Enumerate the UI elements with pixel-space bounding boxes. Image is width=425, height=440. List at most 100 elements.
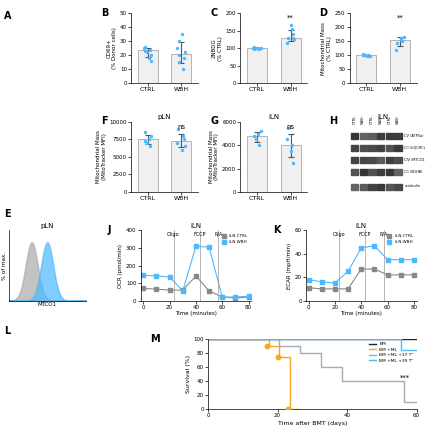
Bar	[368, 133, 376, 139]
Text: Oligo: Oligo	[332, 232, 345, 237]
iLN CTRL	[306, 285, 311, 290]
Bar	[377, 169, 384, 175]
Bar	[351, 145, 358, 151]
Bar	[390, 40, 410, 83]
Point	[285, 34, 292, 41]
Y-axis label: Mitochondrial Mass
(MitoTracker MFI): Mitochondrial Mass (MitoTracker MFI)	[209, 130, 219, 183]
Point	[288, 22, 295, 29]
Point	[148, 132, 155, 139]
BM +ML +39 Tᵋ	[398, 347, 403, 352]
Point	[284, 124, 291, 131]
Bar	[394, 183, 402, 190]
Point	[146, 46, 153, 53]
iLN WBH	[141, 272, 146, 278]
Bar	[394, 169, 402, 175]
Y-axis label: % of max.: % of max.	[2, 252, 7, 279]
Line: iLN CTRL: iLN CTRL	[142, 274, 250, 300]
Bar	[360, 145, 367, 151]
X-axis label: Time (minutes): Time (minutes)	[340, 311, 382, 316]
Text: WBH: WBH	[361, 115, 365, 124]
iLN WBH	[385, 257, 390, 262]
Text: CTRL: CTRL	[352, 115, 357, 124]
Text: E: E	[4, 209, 11, 219]
Point	[251, 132, 258, 139]
Point	[181, 55, 187, 62]
iLN CTRL	[154, 286, 159, 292]
Line: BM +ML +39 Tᵋ: BM +ML +39 Tᵋ	[208, 339, 416, 350]
Point	[289, 26, 296, 33]
Point	[397, 37, 404, 44]
Point	[176, 59, 182, 66]
Point	[252, 136, 259, 143]
Text: FCCP: FCCP	[194, 232, 206, 237]
iLN WBH	[180, 288, 185, 293]
Bar	[280, 145, 300, 192]
Point	[366, 52, 373, 59]
Text: Oligo: Oligo	[167, 232, 180, 237]
Point	[141, 45, 148, 52]
Text: CTRL: CTRL	[370, 115, 374, 124]
iLN CTRL	[359, 266, 364, 271]
Point	[362, 52, 368, 59]
Text: ns: ns	[177, 124, 185, 130]
Point	[180, 132, 187, 139]
BM +ML +37 Tᵋ	[206, 337, 211, 342]
Point	[142, 48, 148, 55]
Bar	[356, 55, 376, 83]
X-axis label: MTCO1: MTCO1	[38, 302, 57, 307]
Text: L: L	[4, 326, 11, 336]
Point	[252, 45, 259, 52]
Point	[399, 38, 406, 45]
Text: R/A: R/A	[214, 232, 222, 237]
Text: A: A	[4, 11, 12, 21]
Bar	[171, 54, 191, 83]
iLN CTRL	[398, 272, 403, 278]
Point	[250, 44, 257, 51]
iLN CTRL	[319, 286, 324, 292]
Bar	[385, 169, 393, 175]
BM +ML +37 Tᵋ	[400, 378, 405, 384]
Point	[394, 39, 401, 46]
Bar	[171, 142, 191, 192]
iLN CTRL	[246, 294, 251, 300]
iLN WBH	[207, 245, 212, 250]
Title: iLN: iLN	[377, 114, 388, 120]
iLN CTRL	[220, 294, 225, 300]
Point	[257, 44, 264, 51]
Text: H: H	[329, 116, 337, 126]
Bar	[368, 145, 376, 151]
iLN WBH	[411, 257, 416, 262]
Text: **: **	[287, 15, 294, 21]
BM +ML	[275, 344, 280, 349]
Text: M: M	[150, 334, 159, 344]
iLN WBH	[319, 279, 324, 285]
Point	[182, 49, 189, 56]
Y-axis label: 2NBDG
(% CTRL): 2NBDG (% CTRL)	[212, 36, 223, 61]
Point	[400, 33, 407, 40]
Text: CII (SDHB): CII (SDHB)	[405, 169, 423, 174]
iLN CTRL	[233, 295, 238, 301]
iLN CTRL	[167, 287, 172, 293]
BM +ML	[287, 407, 292, 412]
Bar	[368, 183, 376, 190]
Bar	[394, 157, 402, 163]
Text: FCCP: FCCP	[359, 232, 371, 237]
Point	[290, 31, 297, 38]
iLN CTRL	[346, 286, 351, 292]
iLN CTRL	[332, 286, 337, 292]
Title: pLN: pLN	[158, 114, 171, 120]
Point	[179, 31, 186, 38]
Y-axis label: Mitochondrial Mass
(MitoTracker MFI): Mitochondrial Mass (MitoTracker MFI)	[96, 130, 107, 183]
BM +ML	[265, 337, 270, 342]
BM +ML	[206, 337, 211, 342]
Point	[255, 130, 261, 137]
Text: ***: ***	[400, 375, 410, 381]
Line: BM +ML: BM +ML	[208, 339, 298, 409]
iLN WBH	[332, 280, 337, 286]
Y-axis label: Survival (%): Survival (%)	[186, 355, 191, 393]
Text: CV (ATP5a): CV (ATP5a)	[405, 134, 424, 138]
Bar	[377, 133, 384, 139]
X-axis label: Time (minutes): Time (minutes)	[175, 311, 217, 316]
BM +ML	[277, 354, 282, 359]
Bar	[385, 157, 393, 163]
